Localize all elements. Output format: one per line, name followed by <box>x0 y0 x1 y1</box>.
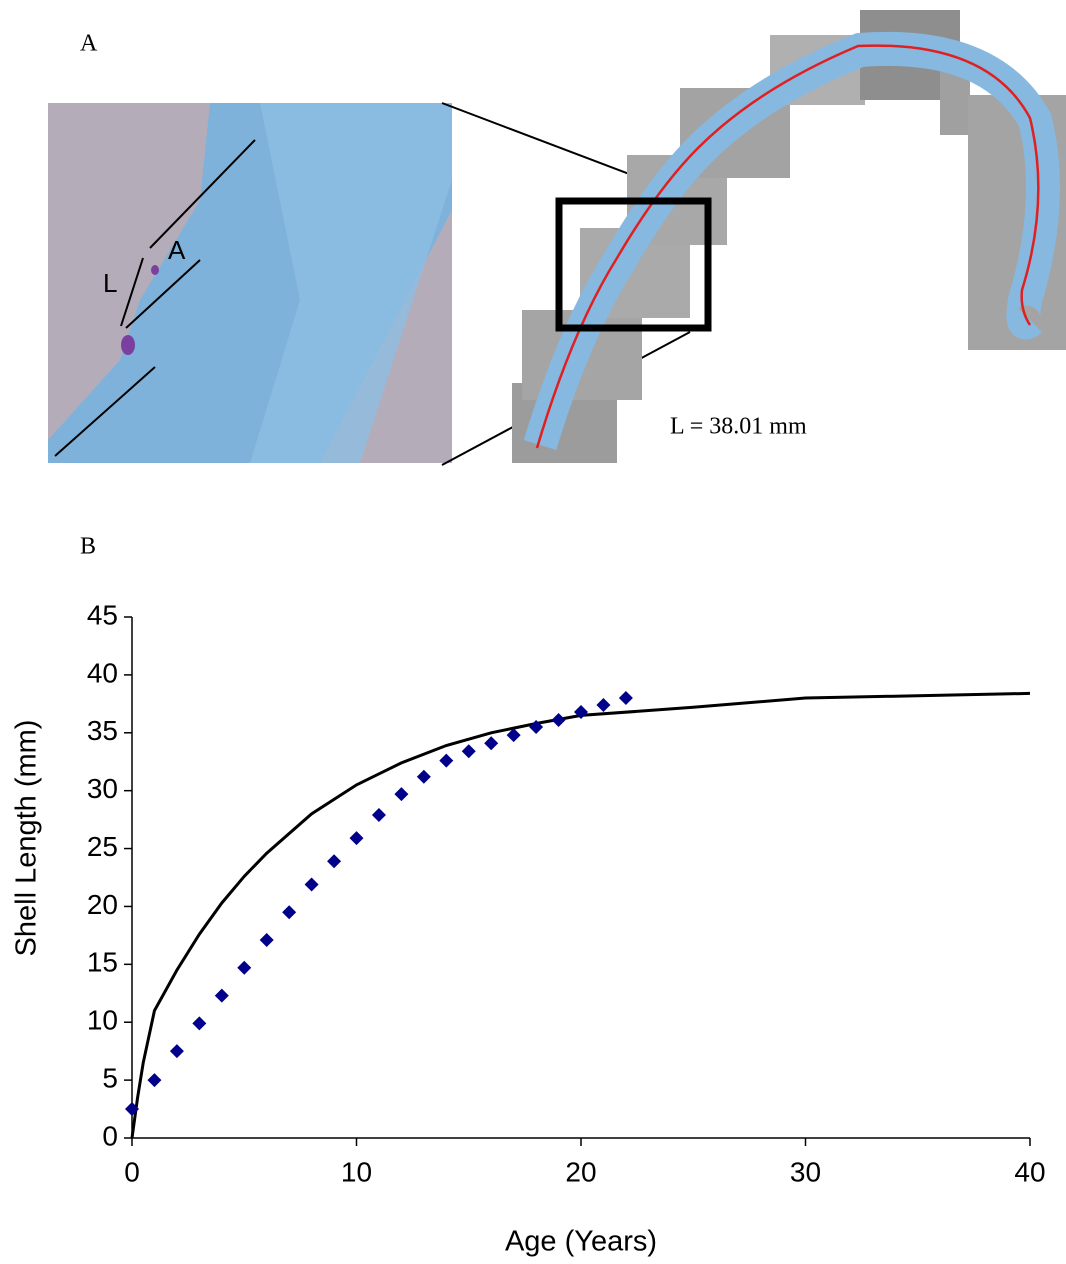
x-tick-label: 10 <box>341 1156 372 1187</box>
data-point <box>371 807 386 822</box>
x-tick-label: 20 <box>565 1156 596 1187</box>
data-point <box>214 988 229 1003</box>
data-point <box>416 769 431 784</box>
y-tick-label: 30 <box>87 773 118 804</box>
x-tick-label: 0 <box>124 1156 140 1187</box>
data-point <box>349 831 364 846</box>
y-tick-label: 20 <box>87 889 118 920</box>
shell-image <box>512 10 1066 463</box>
panel-label: A <box>80 31 98 57</box>
y-tick-label: 35 <box>87 715 118 746</box>
data-point <box>529 719 544 734</box>
data-point <box>506 728 521 743</box>
data-point <box>169 1044 184 1059</box>
data-point <box>125 1102 139 1117</box>
inset-label: L <box>103 268 117 298</box>
x-tick-label: 40 <box>1014 1156 1045 1187</box>
data-point <box>596 697 611 712</box>
y-axis-label: Shell Length (mm) <box>11 720 43 957</box>
panel-label: B <box>80 534 96 560</box>
data-point <box>304 877 319 892</box>
fit-curve <box>130 691 1031 1139</box>
inset-image <box>48 103 452 463</box>
data-point <box>394 787 409 802</box>
data-point <box>439 753 454 768</box>
y-tick-label: 45 <box>87 599 118 630</box>
y-tick-label: 15 <box>87 947 118 978</box>
y-tick-label: 0 <box>102 1120 118 1151</box>
x-tick-label: 30 <box>790 1156 821 1187</box>
data-point <box>192 1016 207 1031</box>
data-point <box>551 713 566 728</box>
data-point <box>484 736 499 751</box>
y-tick-label: 5 <box>102 1063 118 1094</box>
data-point <box>618 691 633 706</box>
data-point <box>147 1073 162 1088</box>
data-point <box>574 704 588 719</box>
data-point <box>327 854 342 869</box>
annotation: L = 38.01 mm <box>670 414 807 440</box>
y-tick-label: 10 <box>87 1005 118 1036</box>
data-point <box>461 744 476 759</box>
y-tick-label: 40 <box>87 657 118 688</box>
y-tick-label: 25 <box>87 831 118 862</box>
data-point <box>259 933 274 948</box>
data-point <box>237 960 252 975</box>
x-axis-label: Age (Years) <box>505 1226 657 1258</box>
data-point <box>282 905 297 920</box>
inset-label: A <box>168 235 186 265</box>
